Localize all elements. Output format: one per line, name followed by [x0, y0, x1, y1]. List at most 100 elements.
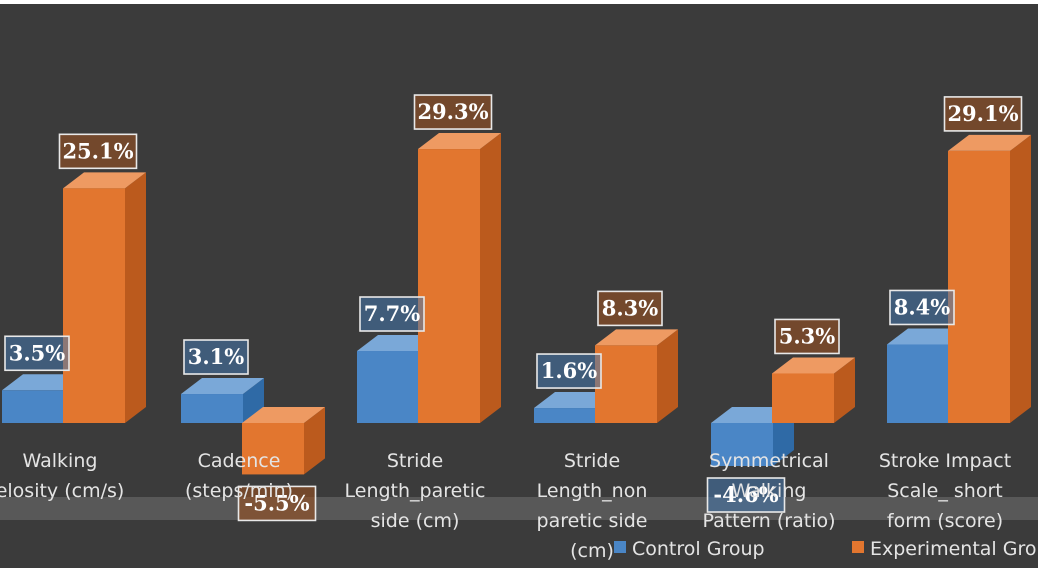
bar-front-face: [181, 394, 243, 423]
category-label-line: Stride: [564, 450, 620, 472]
bar-experimental-2: [418, 133, 501, 424]
data-label-experimental-2: 29.3%: [413, 94, 493, 130]
data-label-text: 8.4%: [894, 294, 951, 319]
bar-front-face: [2, 390, 64, 423]
bar-front-face: [948, 150, 1010, 424]
bar-side-face: [1010, 134, 1031, 424]
bar-side-face: [480, 133, 501, 424]
bar-top-face: [595, 329, 678, 346]
data-label-box: [597, 290, 663, 327]
category-label-line: Cadence: [198, 450, 281, 472]
bar-experimental-4: [772, 357, 855, 423]
category-label-line: Length_paretic: [345, 480, 486, 502]
chart-floor: [0, 497, 1038, 520]
data-label-box: [237, 485, 317, 522]
bar-top-face: [242, 407, 325, 423]
category-label-line: Symmetrical: [709, 450, 829, 472]
bar-front-face: [772, 373, 834, 423]
category-label-line: Walking: [732, 480, 807, 502]
bar-side-face: [304, 407, 325, 475]
category-label-5: Stroke Impact Scale_ short form (score): [879, 450, 1011, 532]
data-label-control-2: 7.7%: [359, 296, 425, 332]
bar-front-face: [418, 149, 480, 424]
legend-item-control: Control Group: [614, 538, 765, 560]
category-label-4: Symmetrical Walking Pattern (ratio): [702, 450, 835, 532]
data-label-control-5: 8.4%: [889, 289, 955, 326]
data-label-box: [889, 289, 955, 326]
category-label-1: Cadence (steps/min): [185, 450, 293, 502]
legend: Control Group Experimental Gro: [614, 538, 1036, 560]
category-label-line: Walking: [23, 450, 98, 472]
bar-side-face: [657, 329, 678, 423]
bar-top-face: [418, 133, 501, 150]
data-label-box: [536, 353, 602, 389]
chart-background: [0, 4, 1038, 568]
bar-control-1: [181, 378, 264, 423]
legend-swatch: [614, 541, 626, 553]
data-label-box: [706, 477, 786, 513]
category-label-line: Length_non: [537, 480, 648, 502]
data-label-text: 3.1%: [188, 344, 245, 369]
category-label-line: form (score): [887, 510, 1003, 532]
category-label-line: elosity (cm/s): [0, 480, 124, 502]
data-label-experimental-1: -5.5%: [237, 485, 317, 522]
bar-side-face: [834, 357, 855, 423]
data-label-text: 8.3%: [602, 295, 659, 320]
data-label-text: 7.7%: [364, 301, 421, 326]
data-label-experimental-5: 29.1%: [943, 96, 1023, 132]
bar-front-face: [534, 408, 596, 423]
data-label-box: [4, 335, 70, 372]
legend-swatch: [852, 541, 864, 553]
category-label-line: Scale_ short: [887, 480, 1002, 502]
bar-front-face: [711, 423, 773, 467]
category-label-line: Stroke Impact: [879, 450, 1011, 472]
bar-top-face: [948, 134, 1031, 151]
data-label-text: 25.1%: [62, 138, 133, 163]
categories-layer: Walking elosity (cm/s) Cadence (steps/min) S…: [0, 450, 1011, 562]
data-label-control-3: 1.6%: [536, 353, 602, 389]
bar-side-face: [243, 378, 264, 423]
data-label-box: [943, 96, 1023, 132]
data-label-experimental-0: 25.1%: [58, 133, 138, 170]
category-label-line: (steps/min): [185, 480, 293, 502]
bar-side-face: [125, 172, 146, 423]
data-label-box: [58, 133, 138, 170]
bar-front-face: [595, 345, 657, 423]
bar-front-face: [887, 344, 949, 423]
bar-front-face: [242, 423, 304, 475]
data-label-text: -4.6%: [713, 482, 778, 507]
legend-item-experimental: Experimental Gro: [852, 538, 1036, 560]
data-label-box: [774, 318, 840, 355]
bar-experimental-0: [63, 172, 146, 423]
bar-top-face: [772, 357, 855, 374]
category-label-line: paretic side: [537, 510, 648, 532]
labels-layer: 3.5% 3.1% 7.7% 1.6% -4.6% 8.4% 25.1% -5.5% 29.3%…: [4, 94, 1023, 522]
bar-front-face: [63, 188, 125, 423]
category-label-line: (cm): [570, 540, 614, 562]
bars-layer: [2, 133, 1031, 475]
legend-label: Experimental Gro: [870, 538, 1036, 560]
data-label-text: -5.5%: [244, 490, 309, 515]
data-label-control-4: -4.6%: [706, 477, 786, 513]
category-label-line: Stride: [387, 450, 443, 472]
data-label-text: 3.5%: [9, 340, 66, 365]
bar-top-face: [181, 378, 264, 395]
bar-experimental-1: [242, 407, 325, 475]
data-label-box: [183, 339, 249, 375]
data-label-experimental-3: 8.3%: [597, 290, 663, 327]
category-label-line: side (cm): [371, 510, 460, 532]
bar-experimental-5: [948, 134, 1031, 424]
data-label-control-0: 3.5%: [4, 335, 70, 372]
bar-experimental-3: [595, 329, 678, 423]
data-label-control-1: 3.1%: [183, 339, 249, 375]
data-label-text: 1.6%: [541, 358, 598, 383]
category-label-line: Pattern (ratio): [702, 510, 835, 532]
data-label-text: 29.3%: [417, 99, 488, 124]
data-label-text: 5.3%: [779, 323, 836, 348]
data-label-experimental-4: 5.3%: [774, 318, 840, 355]
legend-label: Control Group: [632, 538, 765, 560]
